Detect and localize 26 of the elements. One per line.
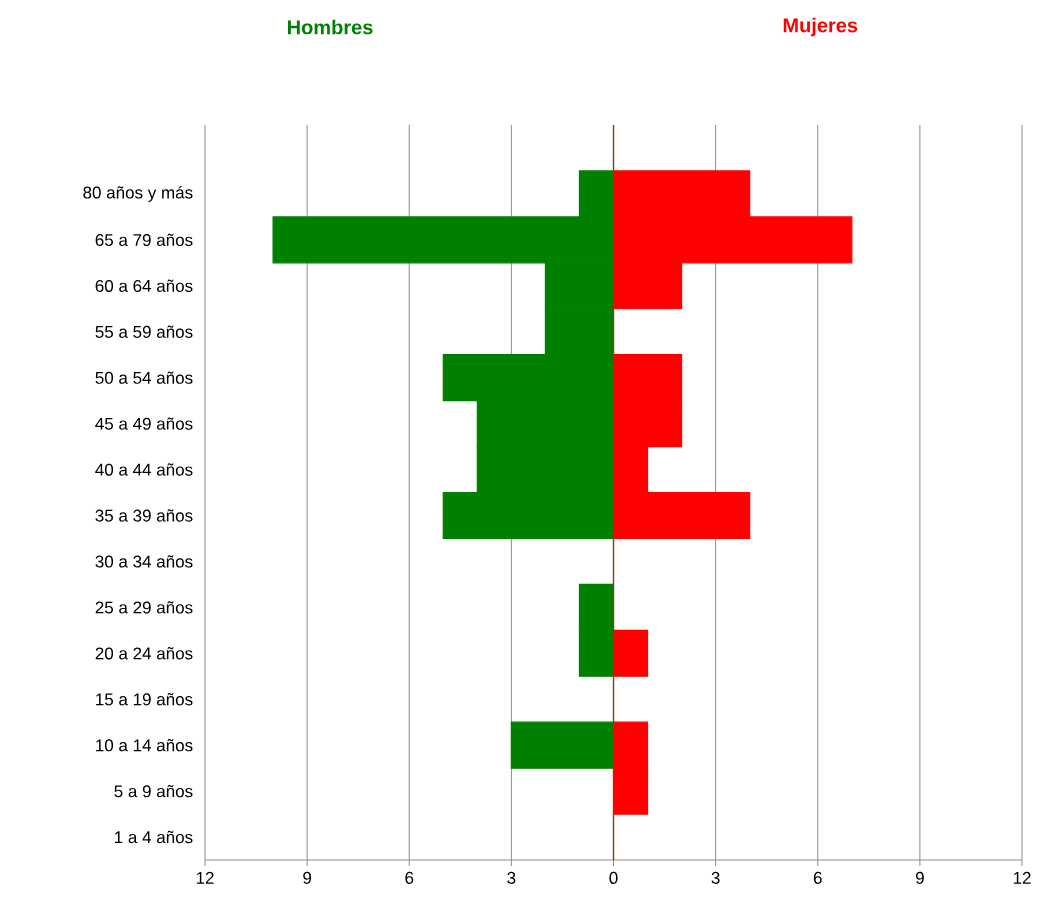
y-tick-label: 10 a 14 años	[96, 738, 193, 752]
y-tick-label: 15 a 19 años	[96, 693, 193, 706]
y-tick-label: 5 a 9 años	[114, 784, 193, 798]
y-tick-label: 80 años y más	[83, 185, 193, 202]
x-tick-label: 3	[507, 871, 516, 884]
x-tick-label: 6	[405, 871, 414, 884]
x-tick-label: 12	[196, 871, 214, 884]
x-tick-label: 0	[609, 871, 618, 884]
y-tick-label: 20 a 24 años	[95, 647, 193, 660]
y-tick-label: 35 a 39 años	[95, 509, 193, 522]
y-tick-label: 50 a 54 años	[95, 371, 193, 384]
y-tick-label: 25 a 29 años	[95, 601, 193, 614]
x-tick-label: 12	[1013, 871, 1031, 884]
y-tick-label: 30 a 34 años	[95, 555, 193, 568]
text: Mujeres	[783, 17, 858, 37]
y-tick-label: 40 a 44 años	[95, 463, 193, 476]
x-tick-label: 6	[813, 871, 822, 884]
y-tick-label: 65 a 79 años	[95, 233, 193, 247]
y-tick-label: 1 a 4 años	[115, 830, 193, 844]
y-tick-label: 45 a 49 años	[95, 417, 193, 430]
x-tick-label: 3	[711, 871, 720, 884]
text: Hombres	[288, 19, 373, 35]
x-tick-label: 9	[915, 871, 924, 884]
y-tick-label: 60 a 64 años	[95, 279, 193, 292]
x-tick-label: 9	[303, 871, 312, 884]
y-tick-label: 55 a 59 años	[95, 325, 193, 338]
